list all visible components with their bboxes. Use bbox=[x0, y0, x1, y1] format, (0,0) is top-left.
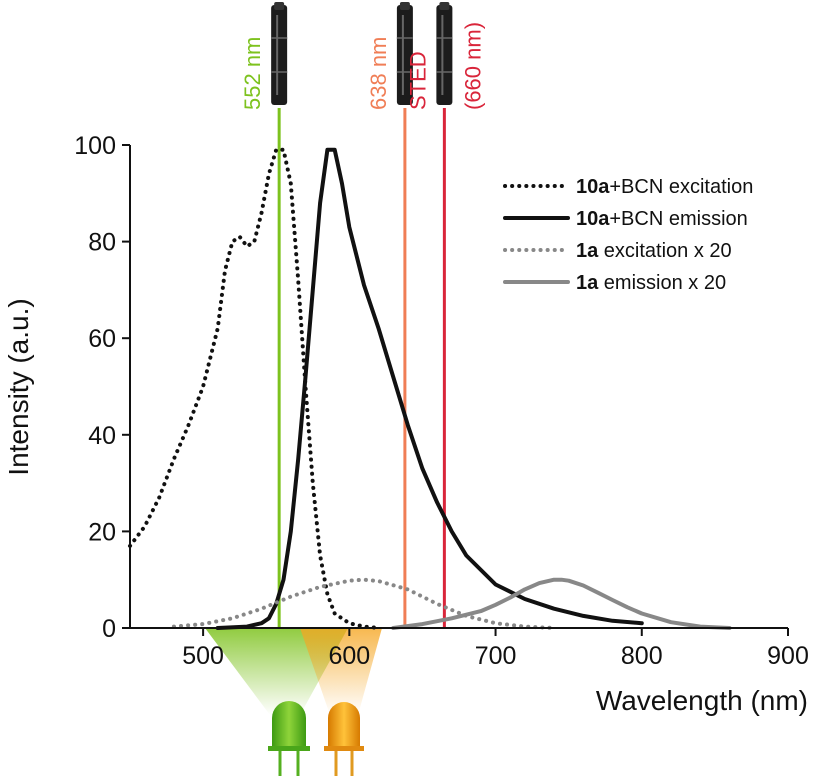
series-line-2 bbox=[171, 577, 556, 630]
laser-label-0: 552 nm bbox=[240, 37, 265, 110]
laser-label-2: STED bbox=[405, 51, 430, 110]
y-tick-label: 0 bbox=[102, 615, 116, 643]
fiber-connector-icon bbox=[436, 2, 453, 105]
x-tick-label: 800 bbox=[621, 642, 663, 670]
axis-ticks: 500 600 700 800 900 0 20 40 60 80 100 bbox=[74, 132, 809, 670]
series-line-0 bbox=[128, 147, 381, 630]
fiber-connector-icon bbox=[396, 2, 413, 105]
x-tick-label: 900 bbox=[767, 642, 809, 670]
laser-label-2-sub: (660 nm) bbox=[460, 22, 485, 110]
x-tick-label: 600 bbox=[328, 642, 370, 670]
y-tick-label: 100 bbox=[74, 132, 116, 160]
y-tick-label: 80 bbox=[88, 229, 116, 257]
laser-lines: 552 nm 638 nm STED (660 nm) bbox=[240, 2, 485, 628]
plot-series bbox=[128, 147, 732, 630]
green-led-icon bbox=[268, 701, 310, 776]
series-line-3 bbox=[391, 577, 732, 630]
orange-led-glow bbox=[300, 628, 382, 715]
laser-label-1: 638 nm bbox=[366, 37, 391, 110]
legend-label-0: 10a+BCN excitation bbox=[576, 176, 753, 198]
legend: 10a+BCN excitation 10a+BCN emission 1a exc… bbox=[503, 176, 753, 294]
y-tick-label: 40 bbox=[88, 422, 116, 450]
y-tick-label: 60 bbox=[88, 325, 116, 353]
y-tick-label: 20 bbox=[88, 518, 116, 546]
legend-label-2: 1a excitation x 20 bbox=[576, 240, 732, 262]
x-tick-label: 700 bbox=[475, 642, 517, 670]
y-axis-title: Intensity (a.u.) bbox=[3, 298, 34, 475]
series-line-1 bbox=[215, 147, 644, 630]
orange-led-icon bbox=[324, 702, 364, 776]
x-tick-label: 500 bbox=[182, 642, 224, 670]
led-illustration bbox=[205, 628, 382, 776]
fiber-connector-icon bbox=[271, 2, 288, 105]
legend-label-1: 10a+BCN emission bbox=[576, 208, 748, 230]
x-axis-title: Wavelength (nm) bbox=[596, 685, 808, 716]
legend-label-3: 1a emission x 20 bbox=[576, 272, 726, 294]
